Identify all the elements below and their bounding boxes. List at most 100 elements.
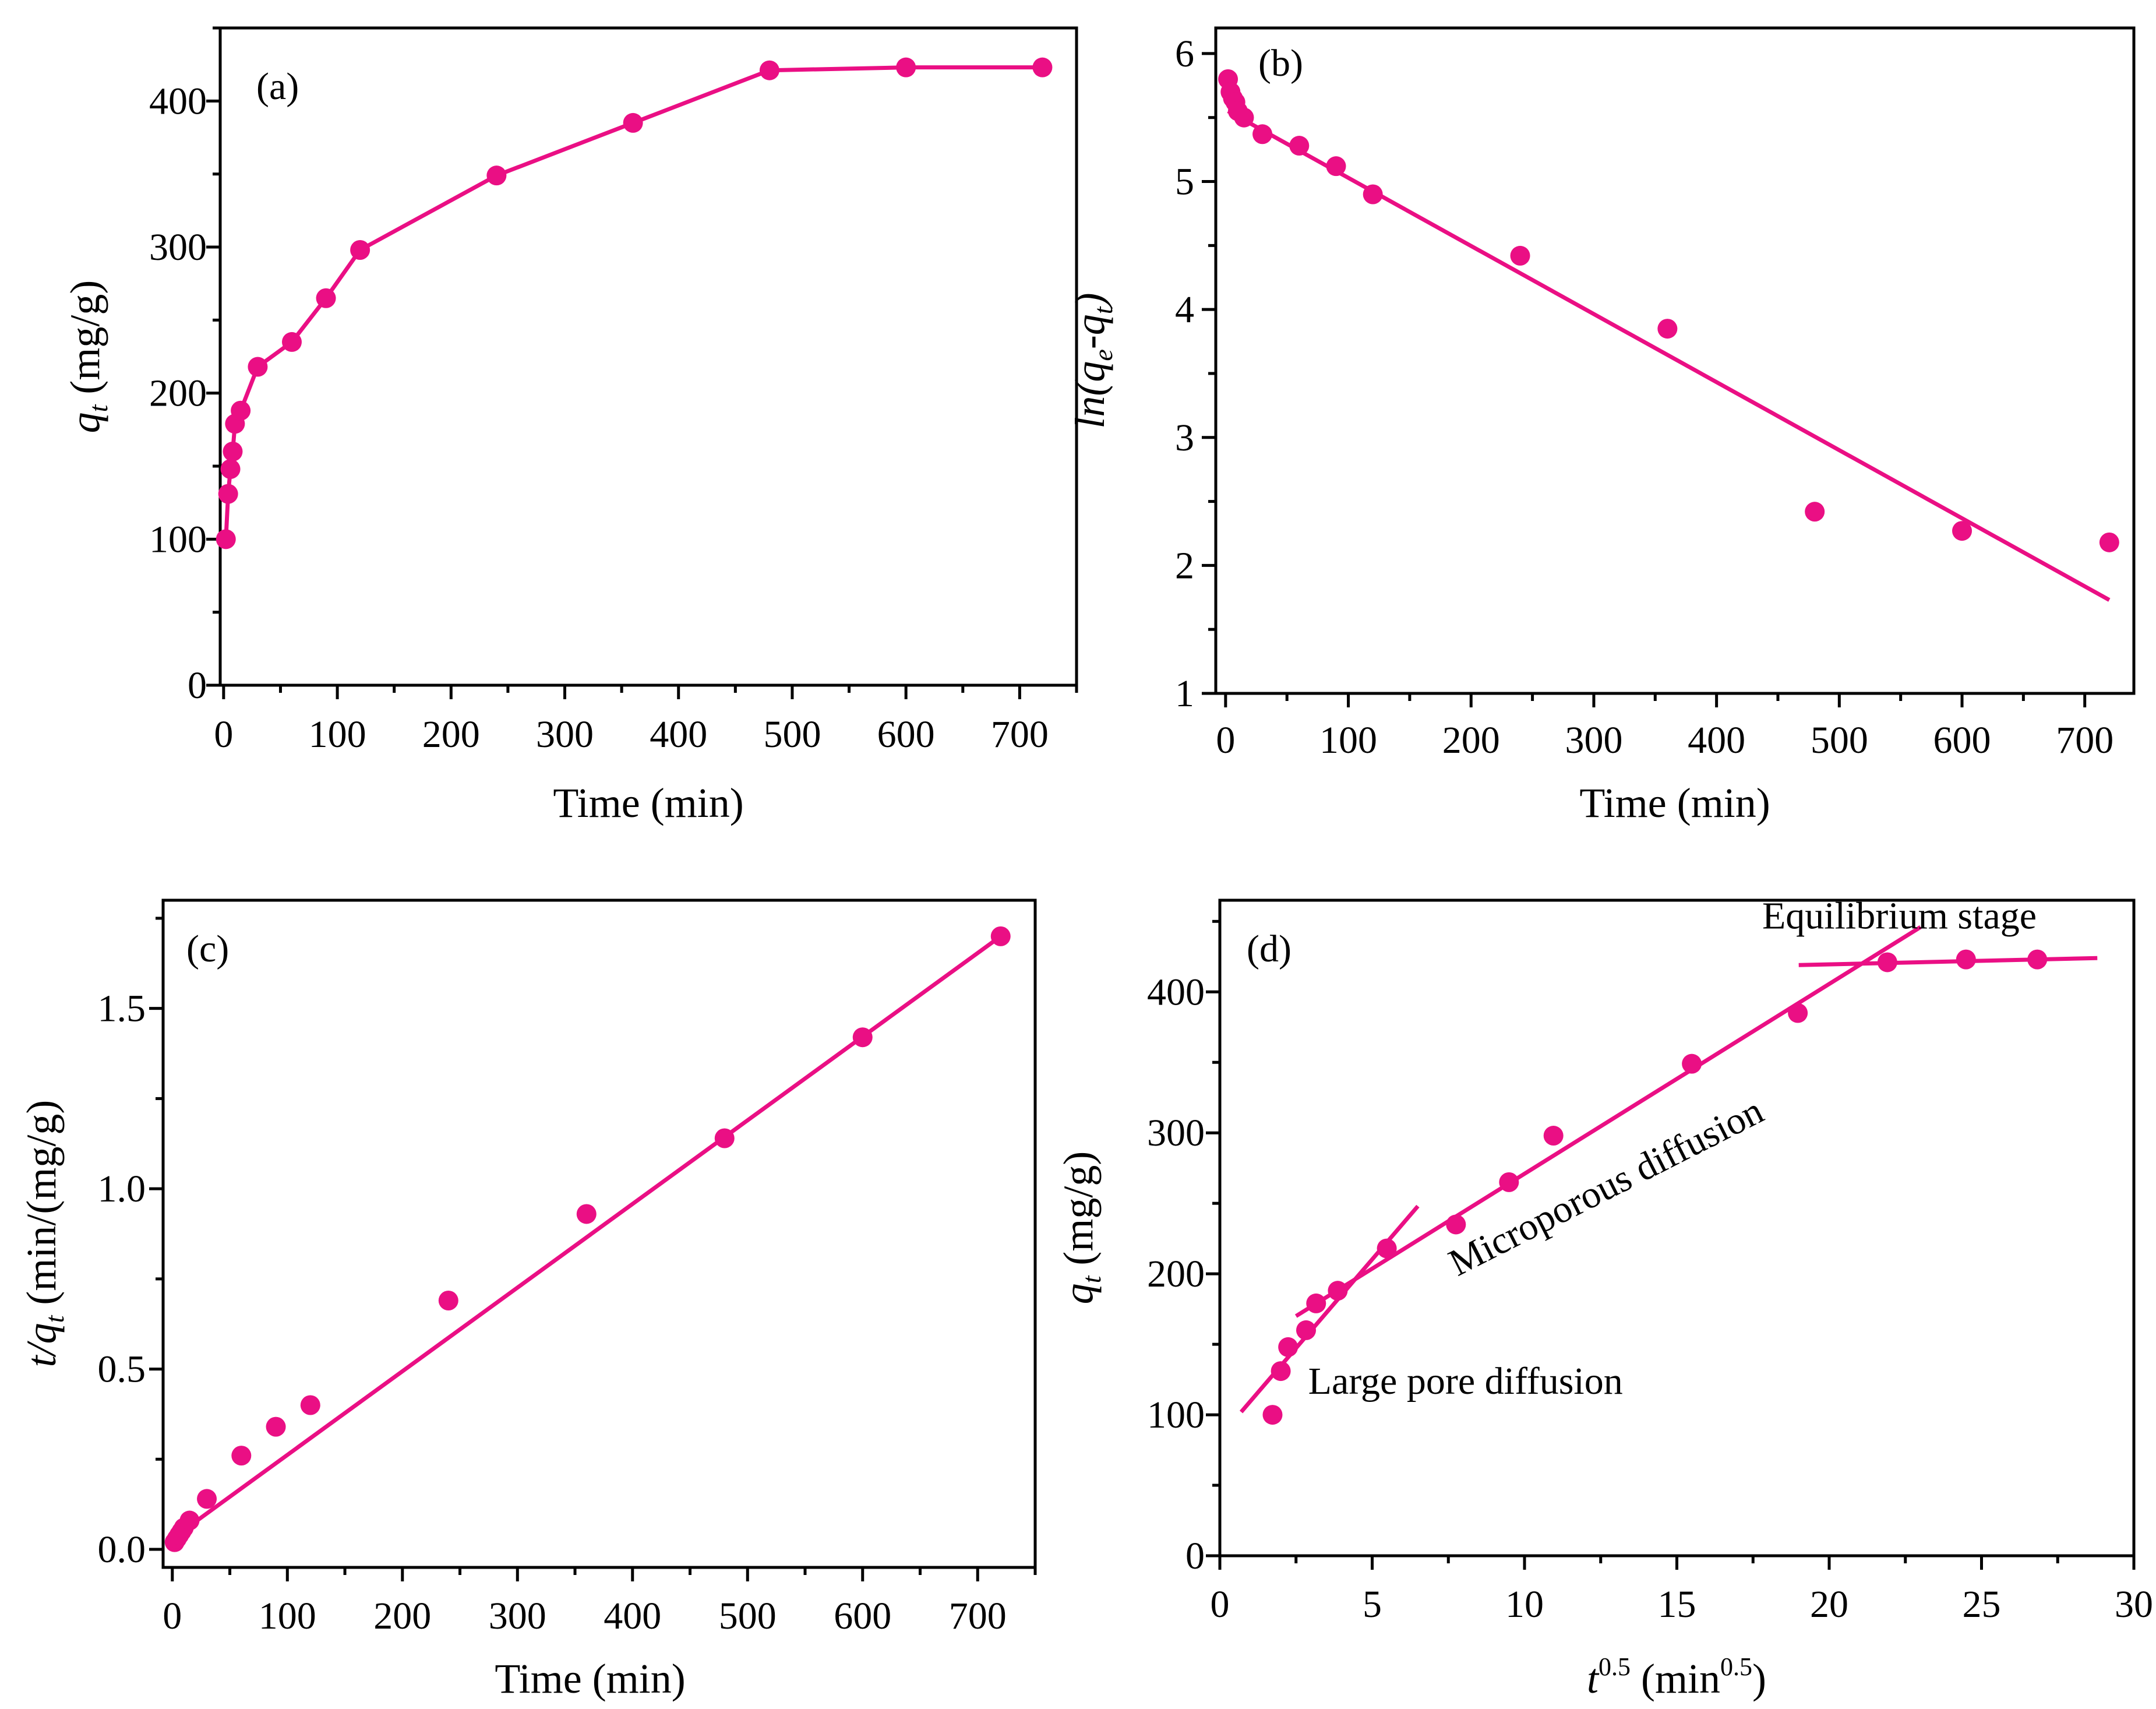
x-tick-label: 700: [991, 713, 1049, 756]
panel-c: 0 100 200 300 400 500 600 700 0.0 0.5 1.0 1.5 (c) Tim…: [18, 898, 1037, 1702]
x-tick-label: 25: [1963, 1583, 2001, 1626]
data-point: [218, 484, 238, 504]
fit-line: [1798, 956, 2098, 967]
y-axis-label: qt (mg/g): [62, 280, 113, 434]
data-point: [197, 1489, 217, 1509]
y-tick-label: 300: [1147, 1112, 1205, 1154]
x-tick-label: 200: [422, 713, 480, 756]
x-tick-label: 300: [1565, 719, 1622, 762]
data-point: [1252, 124, 1273, 145]
x-tick-label: 700: [949, 1595, 1007, 1637]
y-tick-label: 100: [149, 518, 207, 561]
x-tick-label: 500: [719, 1595, 777, 1637]
data-point: [231, 400, 251, 421]
x-tick-label: 200: [373, 1595, 431, 1637]
x-tick-label: 0: [163, 1595, 182, 1637]
x-tick-label: 200: [1442, 719, 1500, 762]
data-point: [1363, 184, 1383, 205]
x-tick-label: 400: [1688, 719, 1745, 762]
data-point: [216, 529, 236, 549]
data-point: [223, 441, 243, 461]
data-point: [266, 1416, 286, 1437]
data-point: [1326, 156, 1346, 177]
data-point: [1271, 1361, 1291, 1382]
data-point: [1805, 502, 1825, 522]
fit-line: [1227, 109, 2111, 602]
panel-b: 0 100 200 300 400 500 600 700 1 2 3 4 5 6 (b) Time (min…: [1067, 26, 2136, 826]
x-tick-label: 100: [259, 1595, 316, 1637]
x-tick-label: 600: [1933, 719, 1991, 762]
data-point: [1328, 1281, 1348, 1301]
y-tick-label: 4: [1175, 288, 1194, 331]
data-point: [248, 357, 268, 377]
y-axis-label: qt (mg/g): [1055, 1151, 1106, 1305]
y-tick-label: 3: [1175, 417, 1194, 459]
data-point: [1682, 1053, 1702, 1074]
y-tick-label: 400: [1147, 971, 1205, 1013]
data-point: [1877, 952, 1897, 972]
data-point: [1234, 107, 1254, 128]
x-tick-label: 600: [834, 1595, 891, 1637]
x-tick-label: 5: [1363, 1583, 1382, 1626]
data-point: [1306, 1293, 1326, 1313]
data-point: [1510, 245, 1530, 266]
y-tick-label: 1.0: [98, 1168, 146, 1210]
data-point: [1032, 57, 1053, 77]
data-point: [1289, 136, 1310, 156]
data-point: [1657, 319, 1678, 339]
data-point: [1377, 1238, 1397, 1259]
x-tick-label: 500: [1811, 719, 1868, 762]
y-tick-label: 200: [149, 372, 207, 415]
x-tick-label: 100: [1319, 719, 1377, 762]
y-tick-label: 0.5: [98, 1348, 146, 1391]
x-tick-label: 300: [536, 713, 594, 756]
y-tick-label: 0: [188, 664, 207, 707]
data-point: [2099, 532, 2119, 552]
x-tick-label: 0: [1216, 719, 1235, 762]
x-tick-label: 500: [763, 713, 821, 756]
data-point: [1952, 521, 1972, 541]
data-point: [990, 926, 1011, 946]
plot-frame: [218, 26, 1078, 687]
y-tick-label: 6: [1175, 33, 1194, 75]
x-tick-label: 100: [309, 713, 366, 756]
data-point: [220, 459, 241, 480]
y-tick-label: 100: [1147, 1394, 1205, 1436]
data-point: [623, 112, 643, 133]
fit-line: [171, 935, 1002, 1541]
x-tick-label: 400: [604, 1595, 661, 1637]
plot-frame: [1214, 26, 2136, 695]
data-point: [1543, 1126, 1564, 1146]
x-tick-label: 20: [1810, 1583, 1848, 1626]
y-tick-label: 0: [1185, 1535, 1205, 1577]
data-point: [896, 57, 916, 77]
annotation-label: Microporous diffusion: [1442, 1089, 1770, 1284]
panel-label: (c): [186, 928, 229, 970]
fit-line: [1294, 925, 1922, 1318]
data-point: [300, 1395, 320, 1415]
x-tick-label: 0: [1211, 1583, 1230, 1626]
data-point: [1956, 949, 1976, 970]
plot-frame: [1218, 898, 2136, 1558]
x-tick-label: 600: [877, 713, 935, 756]
x-tick-label: 0: [214, 713, 233, 756]
x-tick-label: 15: [1658, 1583, 1696, 1626]
y-axis-label: t/qt (min/(mg/g): [18, 1100, 69, 1368]
y-tick-label: 1.5: [98, 988, 146, 1030]
data-point: [1296, 1320, 1317, 1340]
x-tick-label: 300: [489, 1595, 546, 1637]
x-axis-label: Time (min): [553, 780, 743, 826]
data-point: [438, 1291, 458, 1310]
y-axis-label: ln(qe-qt): [1067, 293, 1118, 428]
x-tick-label: 700: [2056, 719, 2113, 762]
panel-label: (d): [1247, 928, 1292, 970]
panel-a: 0 100 200 300 400 500 600 700 0 100 200 300 400 (a) Ti…: [62, 26, 1078, 826]
x-axis-label: t0.5 (min0.5): [1587, 1652, 1766, 1702]
data-point: [1278, 1337, 1298, 1357]
y-tick-label: 1: [1175, 672, 1194, 715]
data-point: [2027, 949, 2048, 970]
y-tick-label: 200: [1147, 1253, 1205, 1295]
data-point: [1499, 1172, 1519, 1192]
data-point: [759, 60, 779, 80]
